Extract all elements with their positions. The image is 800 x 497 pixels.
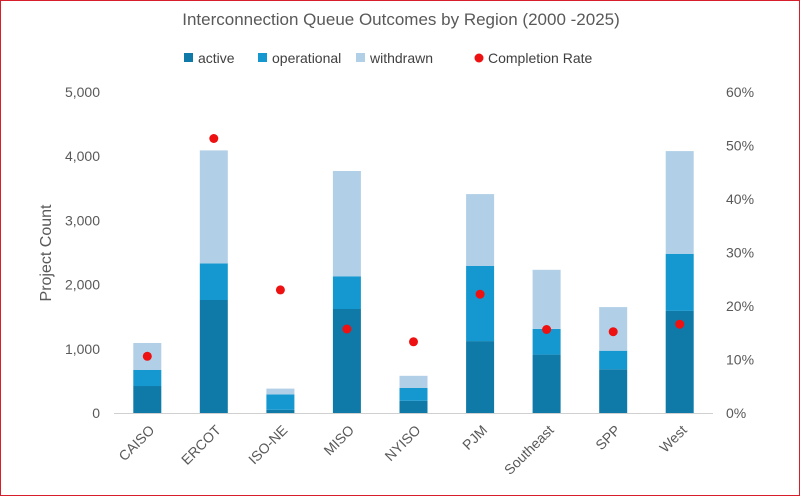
bar-withdrawn-southeast: [532, 269, 561, 329]
bar-withdrawn-nyiso: [399, 375, 428, 388]
y-tick-label: 0: [92, 405, 100, 421]
y2-tick-label: 60%: [726, 84, 754, 100]
legend: active operational withdrawn Completion Rat…: [184, 50, 592, 66]
bar-operational-nyiso: [399, 388, 428, 401]
bar-withdrawn-pjm: [466, 194, 495, 266]
x-tick-label-pjm: PJM: [459, 422, 490, 453]
y2-tick-label: 0%: [726, 405, 746, 421]
bar-active-ercot: [199, 300, 228, 413]
bar-withdrawn-west: [665, 151, 694, 254]
y2-tick-label: 20%: [726, 298, 754, 314]
bar-operational-ercot: [199, 263, 228, 300]
y2-tick-label: 10%: [726, 352, 754, 368]
y-tick-label: 2,000: [65, 277, 100, 293]
legend-label-operational: operational: [272, 50, 341, 66]
axes: 0 1,000 2,000 3,000 4,000 5,000 0% 10% 20% 30% 40%…: [65, 84, 754, 478]
x-tick-label-southeast: Southeast: [501, 422, 557, 478]
completion-rate-point-caiso: [142, 351, 152, 361]
y-tick-label: 3,000: [65, 212, 100, 228]
x-tick-label-iso-ne: ISO-NE: [245, 422, 290, 467]
legend-swatch-completion-rate: [474, 53, 484, 63]
bar-active-caiso: [133, 386, 162, 413]
bar-operational-west: [665, 253, 694, 311]
bar-active-iso-ne: [266, 409, 295, 413]
bar-operational-spp: [599, 350, 628, 370]
chart-title: Interconnection Queue Outcomes by Region…: [182, 10, 620, 29]
bar-withdrawn-ercot: [199, 150, 228, 264]
bar-operational-pjm: [466, 266, 495, 342]
bar-active-southeast: [532, 354, 561, 413]
y-tick-label: 4,000: [65, 148, 100, 164]
legend-swatch-operational: [258, 53, 267, 62]
completion-rate-point-iso-ne: [275, 285, 285, 295]
legend-label-completion-rate: Completion Rate: [488, 50, 592, 66]
completion-rate-point-west: [675, 319, 685, 329]
bar-active-spp: [599, 369, 628, 413]
bar-operational-miso: [332, 276, 361, 309]
y-tick-label: 1,000: [65, 341, 100, 357]
legend-swatch-withdrawn: [356, 53, 365, 62]
x-tick-label-ercot: ERCOT: [178, 421, 224, 467]
bar-operational-iso-ne: [266, 394, 295, 410]
bar-withdrawn-miso: [332, 171, 361, 277]
y-tick-label: 5,000: [65, 84, 100, 100]
x-tick-label-miso: MISO: [320, 422, 357, 459]
bar-active-nyiso: [399, 400, 428, 413]
completion-rate-point-pjm: [475, 289, 485, 299]
legend-label-active: active: [198, 50, 235, 66]
bar-active-pjm: [466, 341, 495, 413]
completion-rate-point-nyiso: [409, 337, 418, 347]
legend-swatch-active: [184, 53, 193, 62]
y-axis-title: Project Count: [38, 204, 55, 301]
legend-label-withdrawn: withdrawn: [369, 50, 433, 66]
completion-rate-point-southeast: [542, 325, 552, 334]
completion-rate-point-miso: [342, 324, 352, 334]
y2-tick-label: 50%: [726, 138, 754, 154]
completion-rate-point-ercot: [209, 134, 219, 143]
x-tick-label-nyiso: NYISO: [381, 422, 423, 464]
x-tick-label-west: West: [656, 422, 690, 456]
plot-area: [133, 134, 694, 413]
completion-rate-point-spp: [608, 327, 618, 337]
bar-withdrawn-iso-ne: [266, 388, 295, 395]
x-tick-label-caiso: CAISO: [115, 422, 157, 464]
y2-tick-label: 40%: [726, 191, 754, 207]
bar-operational-caiso: [133, 370, 162, 387]
x-tick-label-spp: SPP: [592, 422, 623, 453]
y2-tick-label: 30%: [726, 245, 754, 261]
